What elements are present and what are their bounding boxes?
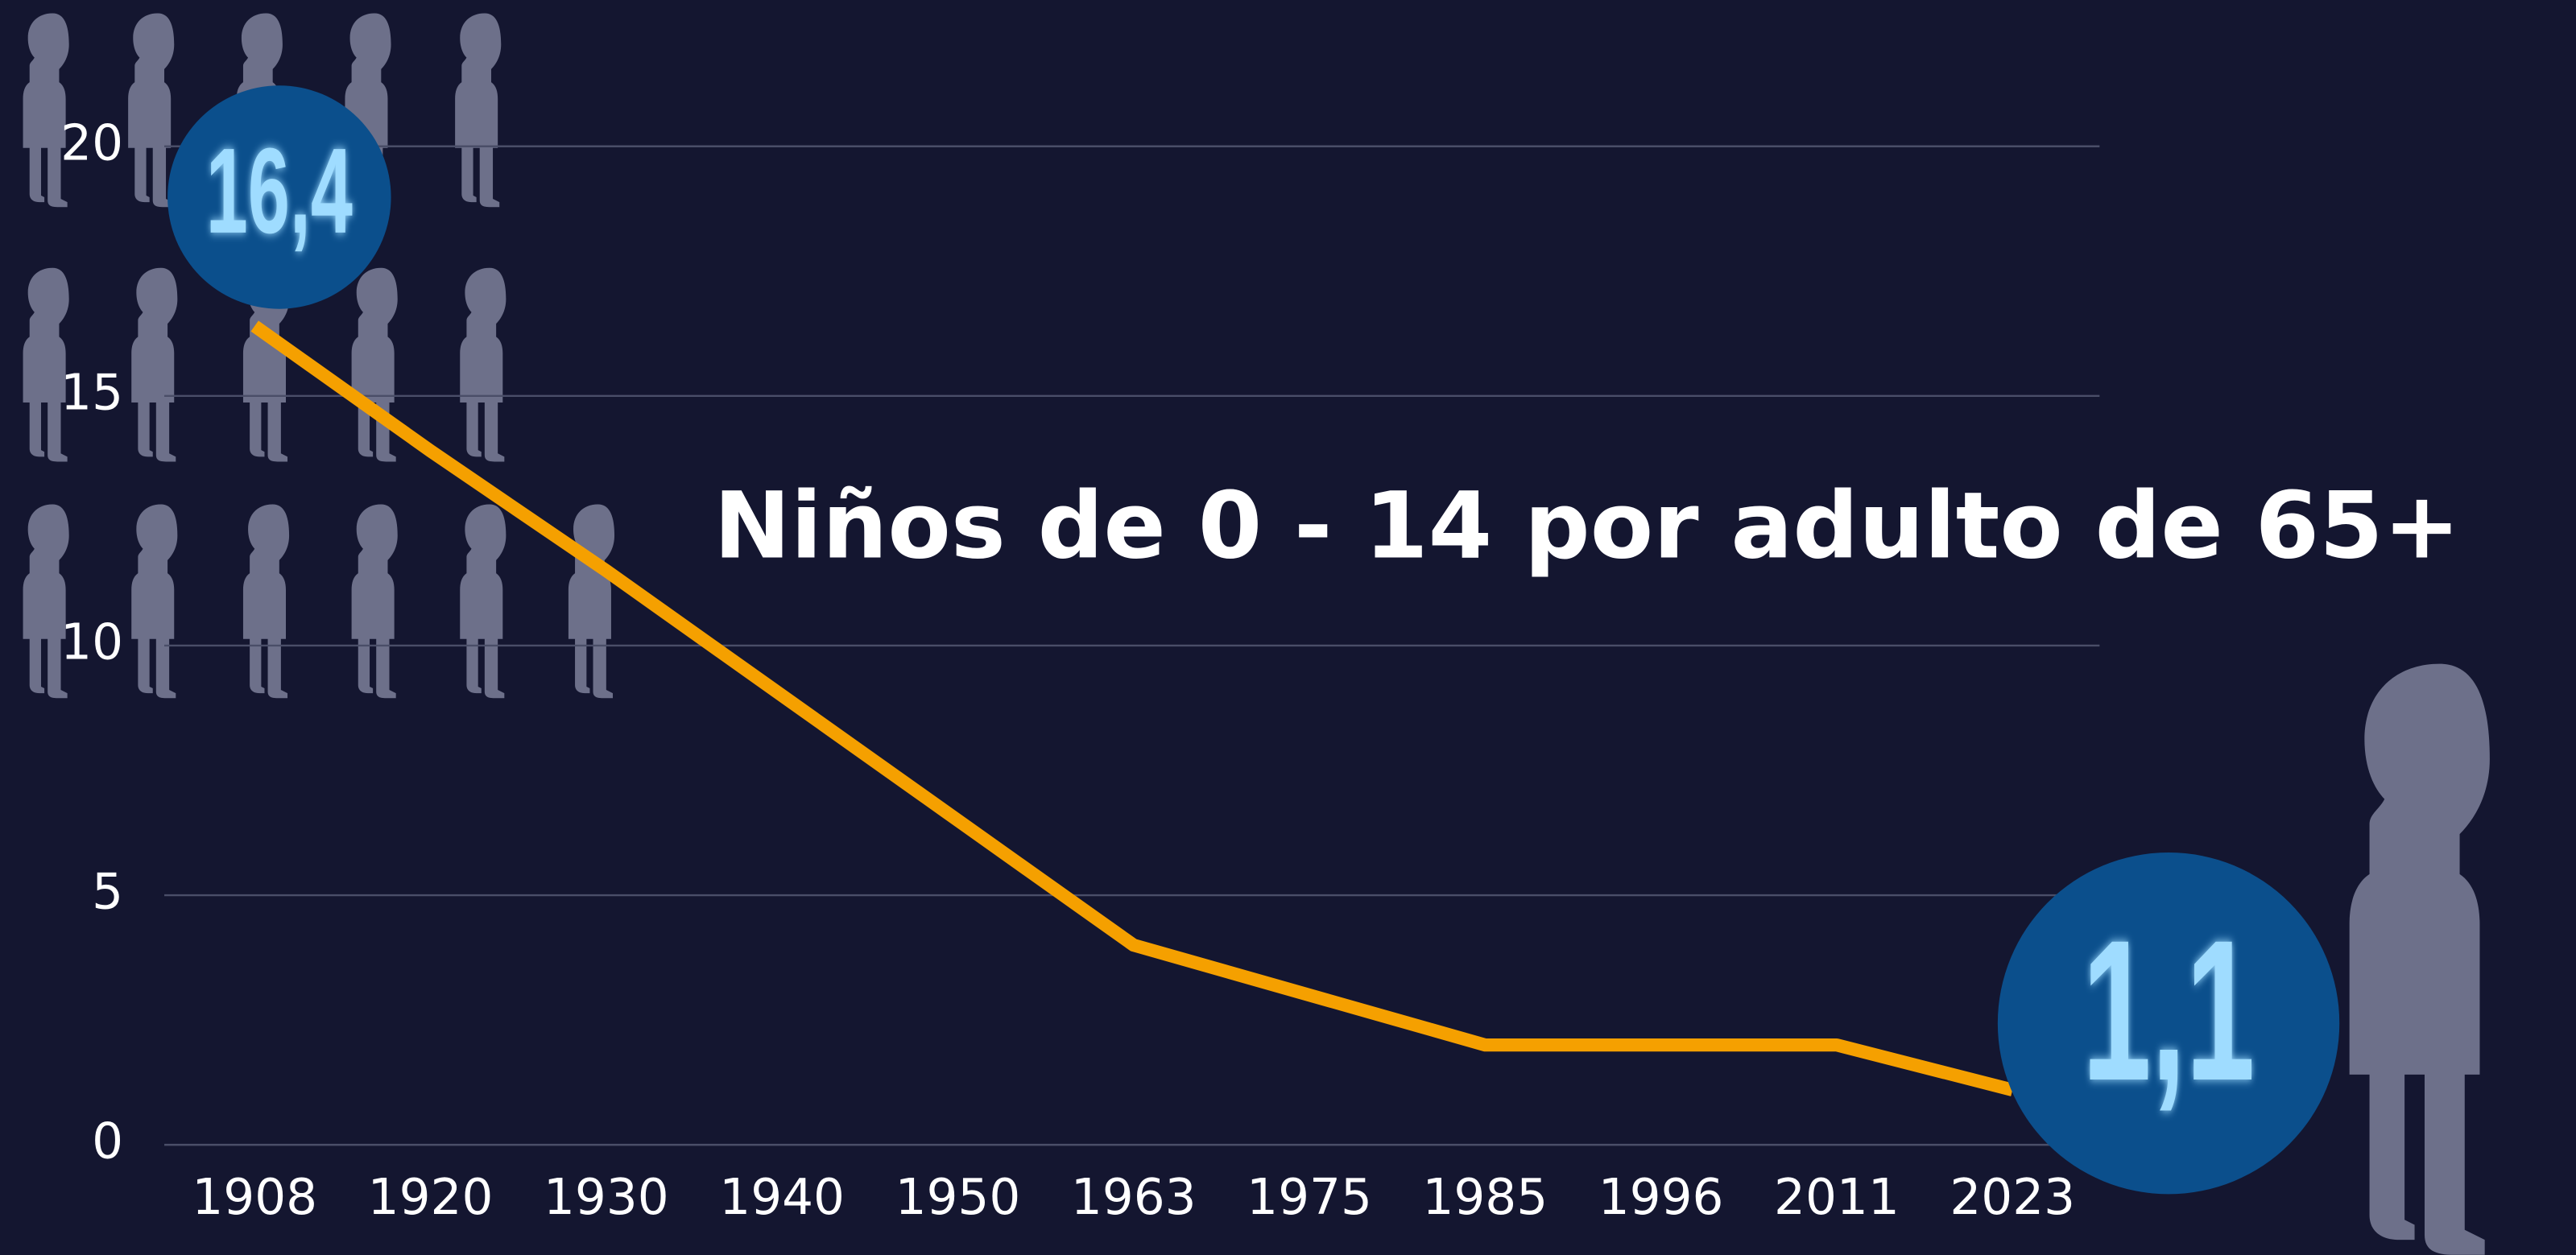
y-tick-label: 0 xyxy=(92,1113,123,1170)
x-tick-label: 1940 xyxy=(719,1169,845,1226)
x-tick-label: 2023 xyxy=(1950,1169,2075,1226)
y-tick-label: 15 xyxy=(60,364,123,421)
x-tick-label: 1996 xyxy=(1598,1169,1724,1226)
y-tick-label: 20 xyxy=(60,114,123,171)
value-badge xyxy=(167,85,391,309)
line xyxy=(250,320,2015,1096)
x-tick-label: 1963 xyxy=(1071,1169,1197,1226)
x-tick-label: 1930 xyxy=(544,1169,669,1226)
grid: 0 5 10 15 20 1908 1920 1930 1940 1950 1963 1975 1985… xyxy=(60,114,2100,1226)
value-label: 1,1 xyxy=(2082,898,2256,1122)
y-tick-label: 10 xyxy=(60,614,123,671)
plot: 16,4 1,1 xyxy=(167,85,2340,1195)
chart-title: Niños de 0 - 14 por adulto de 65+ xyxy=(713,472,2460,579)
y-tick-label: 5 xyxy=(92,864,123,921)
x-tick-label: 1975 xyxy=(1247,1169,1372,1226)
value-label: 16,4 xyxy=(206,122,353,258)
x-tick-label: 2011 xyxy=(1774,1169,1900,1226)
x-tick-label: 1908 xyxy=(192,1169,317,1226)
x-tick-label: 1950 xyxy=(895,1169,1021,1226)
value-badge xyxy=(1997,852,2340,1195)
x-tick-label: 1985 xyxy=(1422,1169,1548,1226)
x-tick-label: 1920 xyxy=(368,1169,494,1226)
